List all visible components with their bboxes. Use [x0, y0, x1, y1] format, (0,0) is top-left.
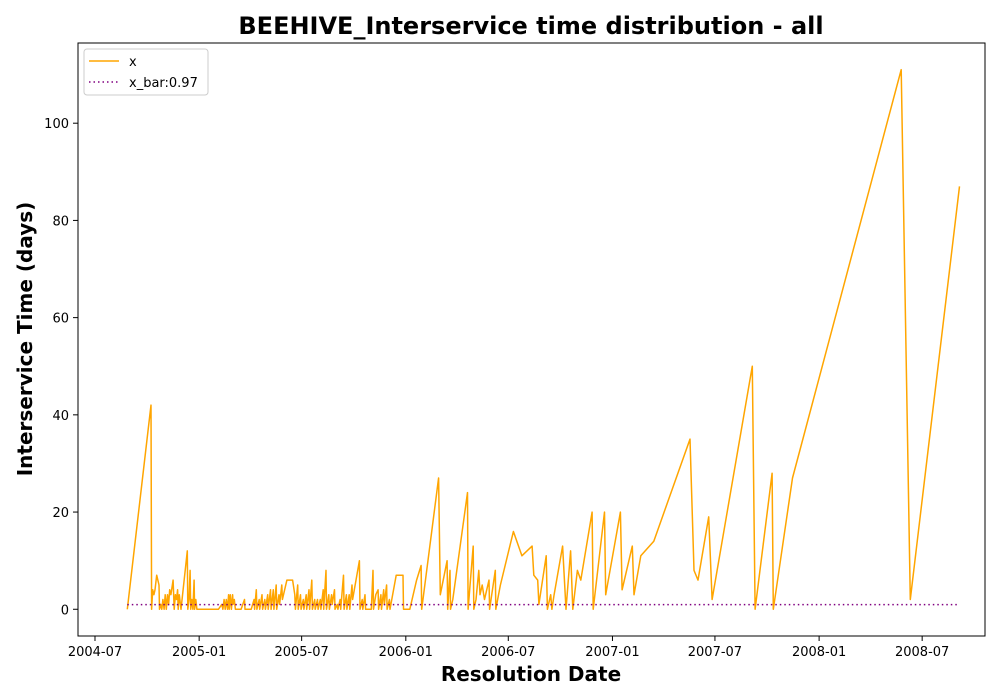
x-tick-label: 2005-01	[172, 645, 226, 660]
y-tick-label: 100	[44, 117, 69, 132]
x-tick-label: 2007-01	[585, 645, 639, 660]
x-tick-label: 2006-07	[481, 645, 535, 660]
legend: x x_bar:0.97	[83, 48, 209, 96]
y-tick-label: 80	[52, 214, 69, 229]
series-line-0	[126, 68, 961, 611]
y-axis: 0 20 40 60 80 100	[44, 117, 78, 618]
x-axis: 2004-07 2005-01 2005-07 2006-01 2006-07 2007-…	[68, 636, 949, 660]
y-tick-label: 40	[52, 409, 69, 424]
x-tick-label: 2004-07	[68, 645, 122, 660]
x-axis-label: Resolution Date	[441, 662, 621, 686]
plot-frame	[77, 42, 986, 637]
x-tick-label: 2007-07	[688, 645, 742, 660]
legend-label-x-bar: x_bar:0.97	[129, 76, 198, 91]
legend-label-x: x	[129, 55, 137, 70]
x-tick-label: 2008-01	[792, 645, 846, 660]
y-tick-label: 60	[52, 312, 69, 327]
x-tick-label: 2008-07	[895, 645, 949, 660]
x-tick-label: 2006-01	[379, 645, 433, 660]
y-tick-label: 0	[61, 603, 69, 618]
x-tick-label: 2005-07	[274, 645, 328, 660]
y-axis-label: Interservice Time (days)	[13, 202, 37, 477]
chart-title: BEEHIVE_Interservice time distribution -…	[238, 12, 823, 40]
y-tick-label: 20	[52, 506, 69, 521]
plot-area	[126, 68, 961, 611]
